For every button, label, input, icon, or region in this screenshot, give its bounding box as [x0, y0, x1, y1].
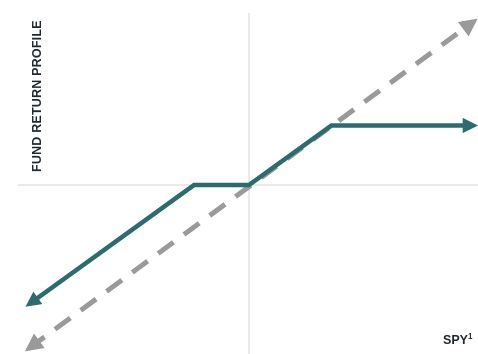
dashed-series-line: [24, 18, 478, 352]
x-axis-label-text: SPY: [443, 333, 469, 347]
y-axis-label: FUND RETURN PROFILE: [30, 20, 44, 172]
x-axis-label: SPY1: [443, 332, 473, 347]
x-axis-label-superscript: 1: [468, 332, 473, 341]
fund-series-line: [25, 117, 478, 307]
